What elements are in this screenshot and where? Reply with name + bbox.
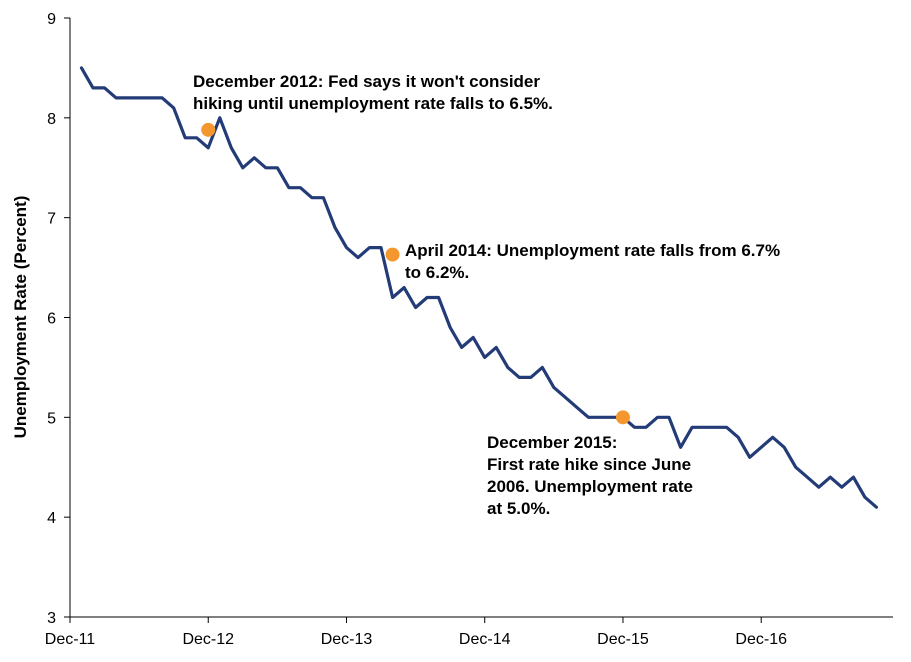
annotation-marker: [615, 410, 630, 425]
y-tick-label: 7: [47, 211, 56, 228]
annotation-line: April 2014: Unemployment rate falls from…: [405, 241, 780, 260]
annotation-line: hiking until unemployment rate falls to …: [193, 94, 553, 113]
annotation-marker: [201, 122, 216, 137]
x-axis-ticks: Dec-11 Dec-12 Dec-13 Dec-14 Dec-15 Dec-16: [45, 617, 787, 648]
y-tick-label: 8: [47, 111, 56, 128]
annotation-line: December 2015:: [487, 433, 617, 452]
y-axis-ticks: 3 4 5 6 7 8 9: [47, 11, 70, 627]
annotations: December 2012: Fed says it won't conside…: [193, 72, 780, 518]
x-tick-label: Dec-13: [321, 631, 373, 648]
y-tick-label: 6: [47, 311, 56, 328]
unemployment-rate-line: [79, 66, 879, 509]
annotation-text: April 2014: Unemployment rate falls from…: [405, 241, 780, 282]
y-tick-label: 9: [47, 11, 56, 28]
annotation-markers: [201, 122, 630, 425]
annotation-text: December 2012: Fed says it won't conside…: [193, 72, 553, 113]
annotation-line: 2006. Unemployment rate: [487, 477, 693, 496]
annotation-line: to 6.2%.: [405, 263, 469, 282]
x-tick-label: Dec-16: [735, 631, 787, 648]
y-tick-label: 4: [47, 510, 56, 527]
x-tick-label: Dec-12: [182, 631, 234, 648]
x-tick-label: Dec-11: [45, 631, 95, 648]
annotation-text: December 2015: First rate hike since June…: [487, 433, 693, 518]
x-tick-label: Dec-15: [597, 631, 649, 648]
y-tick-label: 3: [47, 610, 56, 627]
annotation-line: First rate hike since June: [487, 455, 691, 474]
y-tick-label: 5: [47, 410, 56, 427]
series-layer: [79, 66, 879, 509]
annotation-marker: [385, 247, 400, 262]
annotation-line: at 5.0%.: [487, 499, 550, 518]
y-axis-title: Unemployment Rate (Percent): [11, 196, 30, 439]
annotation-line: December 2012: Fed says it won't conside…: [193, 72, 540, 91]
x-tick-label: Dec-14: [459, 631, 511, 648]
